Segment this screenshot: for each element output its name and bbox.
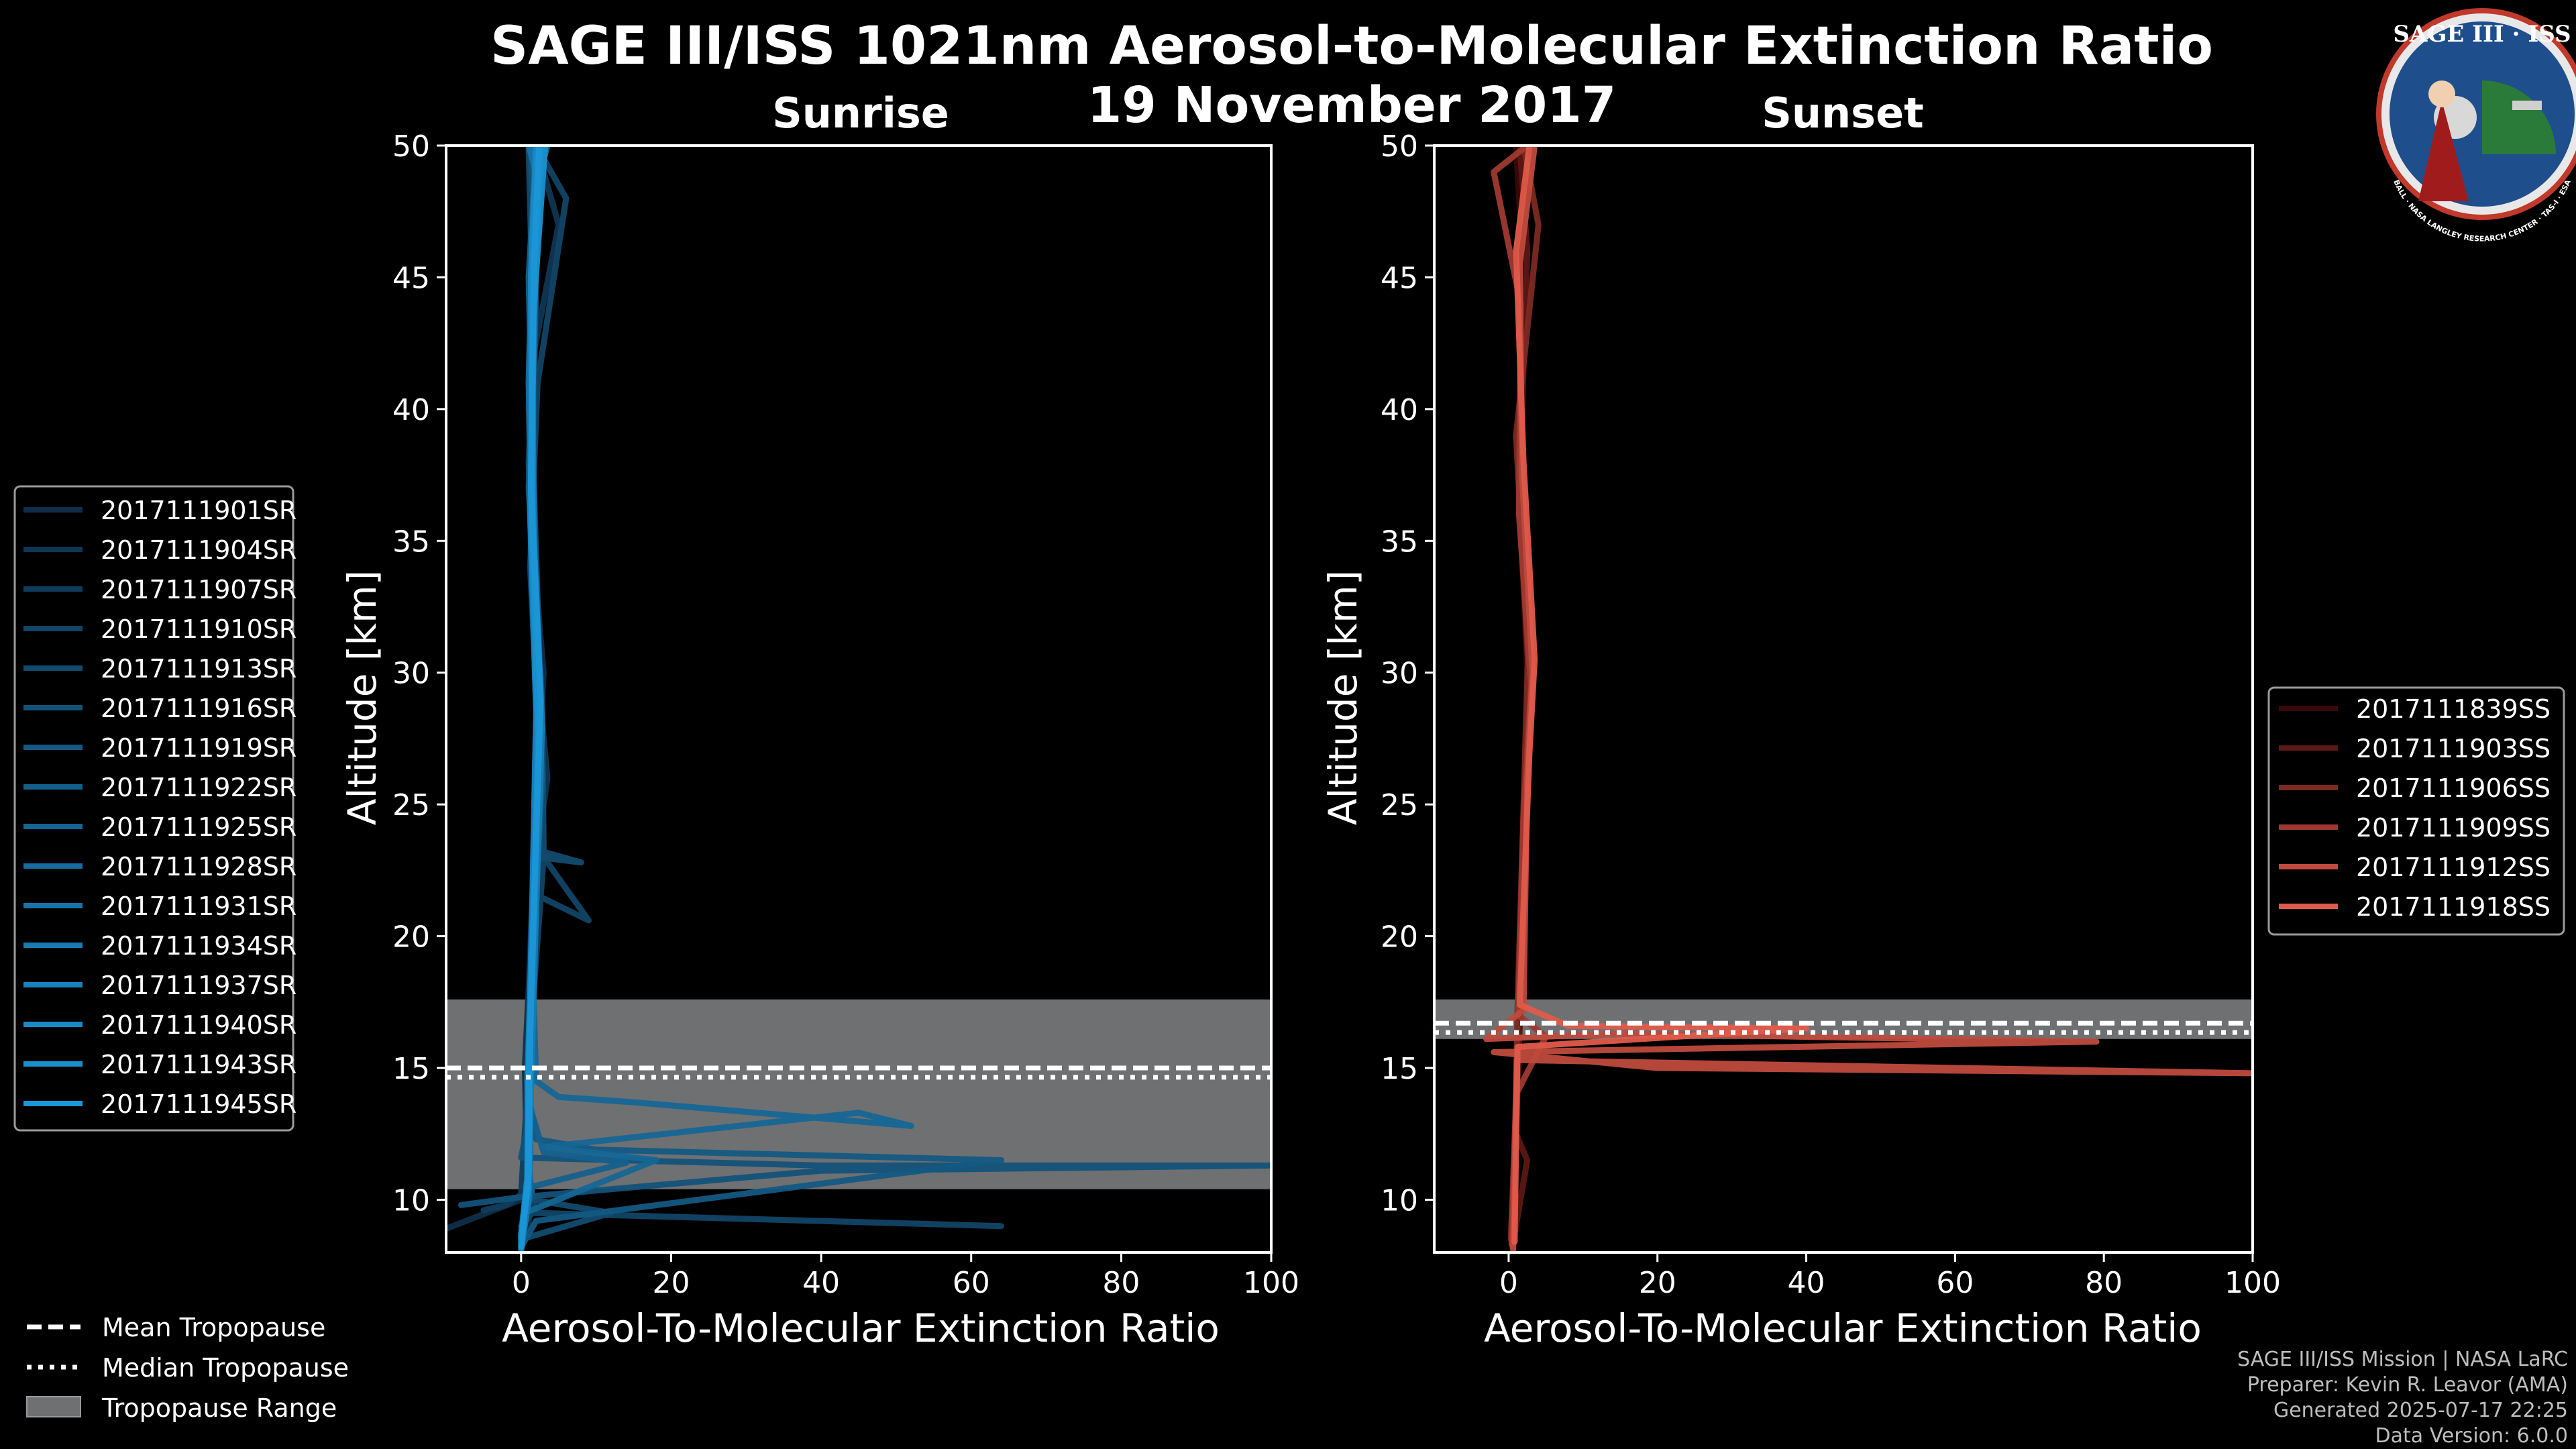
logo-title-text: SAGE III · ISS <box>2393 21 2571 48</box>
x-tick-label: 80 <box>2085 1266 2123 1300</box>
tropopause-range-swatch <box>26 1396 81 1417</box>
x-tick-label: 80 <box>1102 1266 1140 1300</box>
sunset-plot: 0 20 40 60 80 100 10 15 20 25 30 35 40 45 50 <box>1381 129 2281 1300</box>
legend-label-2017111922SR: 2017111922SR <box>101 773 297 802</box>
y-tick-label: 20 <box>1381 920 1418 955</box>
legend-label-2017111925SR: 2017111925SR <box>101 812 297 842</box>
x-tick-label: 20 <box>652 1266 690 1300</box>
x-tick-label: 20 <box>1639 1266 1676 1300</box>
legend-label-2017111903SS: 2017111903SS <box>2356 734 2551 763</box>
sunrise-legend-frame <box>13 485 294 1132</box>
sunset-panel-title: Sunset <box>1762 89 1924 138</box>
y-tick-label: 10 <box>1381 1183 1418 1218</box>
legend-label-2017111839SS: 2017111839SS <box>2356 694 2551 724</box>
legend-label-2017111937SR: 2017111937SR <box>101 971 297 1000</box>
sunrise-y-axis-label: Altitude [km] <box>339 570 385 825</box>
y-tick-label: 25 <box>392 788 430 822</box>
x-tick-label: 100 <box>2224 1266 2281 1300</box>
tropopause-range-band <box>1434 999 2253 1039</box>
sunrise-plot: 0 20 40 60 80 100 10 15 20 25 30 35 40 45 50 <box>392 129 1299 1300</box>
tropopause-range-label: Tropopause Range <box>101 1393 337 1423</box>
y-tick-label: 50 <box>392 129 430 164</box>
x-tick-label: 0 <box>1499 1266 1518 1300</box>
legend-label-2017111928SR: 2017111928SR <box>101 852 297 881</box>
legend-label-2017111913SR: 2017111913SR <box>101 654 297 684</box>
x-tick-label: 40 <box>802 1266 840 1300</box>
legend-label-2017111940SR: 2017111940SR <box>101 1010 297 1040</box>
sunset-legend: 2017111839SS 2017111903SS 2017111906SS 2017… <box>2267 686 2565 936</box>
y-tick-label: 40 <box>392 393 430 427</box>
plot-frame <box>1433 144 2254 1254</box>
iss-icon <box>2512 101 2542 110</box>
legend-label-2017111919SR: 2017111919SR <box>101 733 297 763</box>
sunrise-x-axis-label: Aerosol-To-Molecular Extinction Ratio <box>502 1305 1220 1351</box>
x-tick-label: 60 <box>953 1266 990 1300</box>
figure-title-line1: SAGE III/ISS 1021nm Aerosol-to-Molecular… <box>490 16 2213 76</box>
legend-label-2017111901SR: 2017111901SR <box>101 496 297 525</box>
legend-label-2017111906SS: 2017111906SS <box>2356 773 2551 803</box>
credit-generated: Generated 2025-07-17 22:25 <box>2273 1399 2568 1422</box>
x-tick-label: 40 <box>1788 1266 1825 1300</box>
y-tick-label: 45 <box>392 261 430 295</box>
legend-label-2017111909SS: 2017111909SS <box>2356 813 2551 843</box>
legend-label-2017111907SR: 2017111907SR <box>101 575 297 604</box>
figure-robe-icon <box>2418 101 2469 201</box>
y-tick-label: 10 <box>392 1183 430 1218</box>
y-tick-label: 35 <box>1381 525 1418 559</box>
sage-iii-iss-logo: SAGE III · ISS BALL · NASA LANGLEY RESEA… <box>2376 8 2576 244</box>
y-tick-label: 15 <box>1381 1052 1418 1086</box>
y-tick-label: 50 <box>1381 129 1418 164</box>
x-tick-label: 0 <box>512 1266 531 1300</box>
legend-label-2017111931SR: 2017111931SR <box>101 892 297 921</box>
legend-label-2017111934SR: 2017111934SR <box>101 931 297 961</box>
earth-icon <box>2482 80 2556 154</box>
sunset-x-axis-label: Aerosol-To-Molecular Extinction Ratio <box>1484 1305 2202 1351</box>
sunrise-panel-title: Sunrise <box>772 89 949 138</box>
legend-label-2017111912SS: 2017111912SS <box>2356 853 2551 882</box>
sunset-y-axis-label: Altitude [km] <box>1320 570 1366 825</box>
mean-tropopause-label: Mean Tropopause <box>102 1313 325 1342</box>
x-tick-label: 100 <box>1243 1266 1299 1300</box>
tropopause-legend: Mean Tropopause Median Tropopause Tropop… <box>26 1313 349 1423</box>
series-line-2017111945SR <box>518 146 544 1250</box>
y-tick-label: 35 <box>392 525 430 559</box>
legend-label-2017111916SR: 2017111916SR <box>101 694 297 723</box>
figure-title-line2: 19 November 2017 <box>1087 76 1616 134</box>
y-tick-label: 45 <box>1381 261 1418 295</box>
sunrise-legend: 2017111901SR 2017111904SR 2017111907SR 2017… <box>13 485 297 1132</box>
median-tropopause-label: Median Tropopause <box>102 1353 349 1383</box>
legend-label-2017111943SR: 2017111943SR <box>101 1050 297 1079</box>
series-line-2017111918SS <box>1511 146 1809 1245</box>
legend-label-2017111945SR: 2017111945SR <box>101 1089 297 1119</box>
legend-label-2017111910SR: 2017111910SR <box>101 614 297 644</box>
legend-label-2017111904SR: 2017111904SR <box>101 535 297 565</box>
figure-head-icon <box>2428 80 2455 107</box>
credit-mission: SAGE III/ISS Mission | NASA LaRC <box>2237 1348 2568 1371</box>
y-tick-label: 30 <box>392 657 430 691</box>
y-tick-label: 30 <box>1381 657 1418 691</box>
y-tick-label: 40 <box>1381 393 1418 427</box>
credits: SAGE III/ISS Mission | NASA LaRC Prepare… <box>2237 1348 2568 1448</box>
sunset-legend-frame <box>2267 686 2565 936</box>
legend-label-2017111918SS: 2017111918SS <box>2356 892 2551 922</box>
plot-area <box>1434 146 2253 1252</box>
y-tick-label: 25 <box>1381 788 1418 822</box>
x-tick-label: 60 <box>1936 1266 1974 1300</box>
y-tick-label: 20 <box>392 920 430 955</box>
y-tick-label: 15 <box>392 1052 430 1086</box>
plot-frame <box>445 144 1273 1254</box>
credit-preparer: Preparer: Kevin R. Leavor (AMA) <box>2247 1373 2568 1397</box>
credit-data-version: Data Version: 6.0.0 <box>2375 1424 2568 1448</box>
